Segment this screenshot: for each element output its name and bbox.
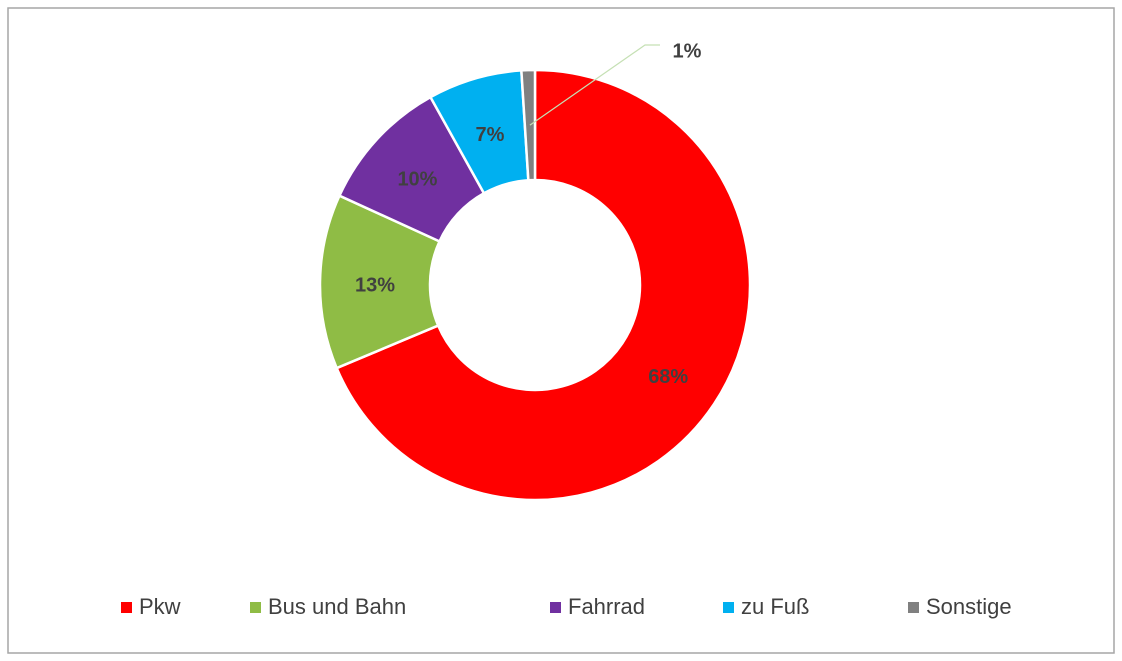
data-label: 1% (673, 40, 702, 62)
data-label: 13% (355, 275, 395, 297)
legend-swatch (908, 602, 919, 613)
legend-swatch (723, 602, 734, 613)
legend-label: zu Fuß (741, 594, 809, 619)
donut-segment (520, 68, 537, 182)
legend-label: Bus und Bahn (268, 594, 406, 619)
data-label: 7% (475, 124, 504, 146)
legend-swatch (550, 602, 561, 613)
legend-swatch (121, 602, 132, 613)
legend-label: Sonstige (926, 594, 1012, 619)
data-label: 68% (648, 366, 688, 388)
leader-line (529, 44, 660, 126)
donut-segment (335, 68, 752, 502)
legend-label: Fahrrad (568, 594, 645, 619)
data-label: 10% (397, 169, 437, 191)
legend-swatch (250, 602, 261, 613)
legend-label: Pkw (139, 594, 181, 619)
